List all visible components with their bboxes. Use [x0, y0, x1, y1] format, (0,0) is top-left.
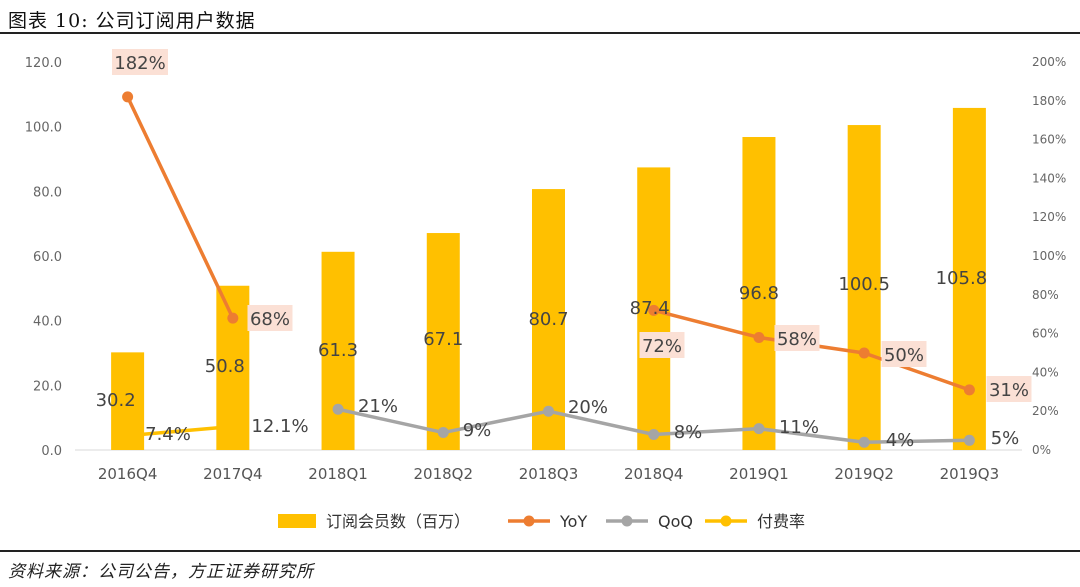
rate-line-point — [227, 421, 239, 433]
legend-bar-swatch — [278, 514, 316, 528]
y-right-tick-label: 100% — [1032, 249, 1066, 263]
yoy-label-box — [881, 341, 927, 367]
x-tick-label: 2019Q1 — [729, 465, 789, 483]
bar — [847, 125, 881, 451]
bar-value-label: 100.5 — [838, 274, 890, 295]
x-tick-label: 2018Q1 — [308, 465, 368, 483]
yoy-label-box — [112, 49, 168, 75]
top-rule — [0, 32, 1080, 34]
y-left-tick-label: 0.0 — [41, 444, 62, 459]
yoy-value-label: 31% — [989, 380, 1029, 401]
y-right-tick-label: 0% — [1032, 443, 1051, 457]
legend-label: 付费率 — [757, 512, 805, 531]
yoy-label-box — [774, 325, 820, 351]
y-left-tick-label: 80.0 — [33, 185, 62, 200]
bar-value-label: 80.7 — [528, 309, 568, 330]
qoq-value-label: 4% — [886, 430, 915, 451]
yoy-line-point — [858, 347, 870, 359]
y-right-tick-label: 180% — [1032, 94, 1066, 108]
yoy-line-point — [963, 384, 975, 396]
qoq-line-point — [963, 434, 975, 446]
x-tick-label: 2018Q4 — [624, 465, 684, 483]
qoq-line-segment — [651, 426, 761, 437]
qoq-value-label: 11% — [779, 417, 819, 438]
yoy-label-box — [986, 376, 1032, 402]
source-note: 资料来源：公司公告，方正证券研究所 — [8, 562, 314, 582]
yoy-line-point — [122, 91, 134, 103]
bar-value-label: 50.8 — [205, 356, 245, 377]
legend-marker — [621, 515, 633, 527]
rate-line-segment — [125, 424, 235, 438]
figure-title: 图表 10: 公司订阅用户数据 — [8, 10, 256, 32]
yoy-value-label: 72% — [642, 336, 682, 357]
y-right-tick-label: 20% — [1032, 404, 1059, 418]
qoq-value-label: 20% — [568, 397, 608, 418]
qoq-line-point — [332, 403, 344, 415]
legend-label: QoQ — [658, 512, 693, 531]
bar — [321, 251, 355, 450]
y-right-tick-label: 80% — [1032, 288, 1059, 302]
bar-value-label: 67.1 — [423, 329, 463, 350]
yoy-value-label: 68% — [250, 309, 290, 330]
x-tick-label: 2019Q3 — [940, 465, 1000, 483]
rate-value-label: 7.4% — [145, 424, 191, 445]
y-right-tick-label: 60% — [1032, 327, 1059, 341]
qoq-line-point — [437, 427, 449, 439]
qoq-value-label: 8% — [674, 422, 703, 443]
yoy-value-label: 182% — [114, 53, 165, 74]
y-left-tick-label: 60.0 — [33, 250, 62, 265]
qoq-line-point — [858, 436, 870, 448]
qoq-line-segment — [757, 426, 866, 444]
y-left-tick-label: 20.0 — [33, 379, 62, 394]
rate-value-label: 12.1% — [251, 416, 308, 437]
x-tick-label: 2018Q3 — [519, 465, 579, 483]
x-tick-label: 2019Q2 — [834, 465, 894, 483]
bar-value-label: 30.2 — [96, 390, 136, 411]
y-left-tick-label: 40.0 — [33, 315, 62, 330]
y-left-tick-label: 120.0 — [25, 56, 62, 71]
rate-line-point — [122, 430, 134, 442]
bottom-rule — [0, 550, 1080, 552]
y-right-tick-label: 200% — [1032, 55, 1066, 69]
y-right-tick-label: 120% — [1032, 210, 1066, 224]
legend-marker — [720, 515, 732, 527]
yoy-line-segment — [651, 308, 761, 340]
qoq-value-label: 9% — [463, 420, 492, 441]
y-right-tick-label: 160% — [1032, 133, 1066, 147]
yoy-label-box — [247, 305, 293, 331]
y-left-tick-label: 100.0 — [25, 121, 62, 136]
qoq-line-point — [648, 428, 660, 440]
y-right-tick-label: 40% — [1032, 365, 1059, 379]
qoq-line-segment — [336, 407, 446, 435]
bar — [426, 233, 460, 450]
yoy-line-point — [753, 331, 765, 343]
bar-value-label: 87.4 — [630, 298, 670, 319]
y-right-tick-label: 140% — [1032, 171, 1066, 185]
x-tick-label: 2017Q4 — [203, 465, 263, 483]
yoy-value-label: 58% — [777, 329, 817, 350]
bar-value-label: 105.8 — [936, 268, 988, 289]
qoq-line-point — [753, 423, 765, 435]
qoq-line-segment — [546, 409, 656, 437]
yoy-value-label: 50% — [884, 345, 924, 366]
yoy-line-point — [648, 304, 660, 316]
qoq-line-segment — [441, 409, 551, 435]
bar-value-label: 96.8 — [739, 283, 779, 304]
yoy-line-segment — [125, 95, 235, 320]
bar — [742, 137, 776, 450]
bar-value-label: 61.3 — [318, 340, 358, 361]
legend-label: YoY — [559, 512, 587, 531]
qoq-line-segment — [862, 438, 972, 444]
qoq-value-label: 5% — [991, 428, 1020, 449]
qoq-value-label: 21% — [358, 396, 398, 417]
qoq-line-point — [543, 405, 554, 417]
yoy-label-box — [639, 332, 685, 358]
legend-marker — [523, 515, 535, 527]
x-tick-label: 2018Q2 — [414, 465, 474, 483]
yoy-line-point — [227, 312, 239, 324]
legend-label: 订阅会员数（百万） — [326, 512, 470, 531]
x-tick-label: 2016Q4 — [98, 465, 158, 483]
